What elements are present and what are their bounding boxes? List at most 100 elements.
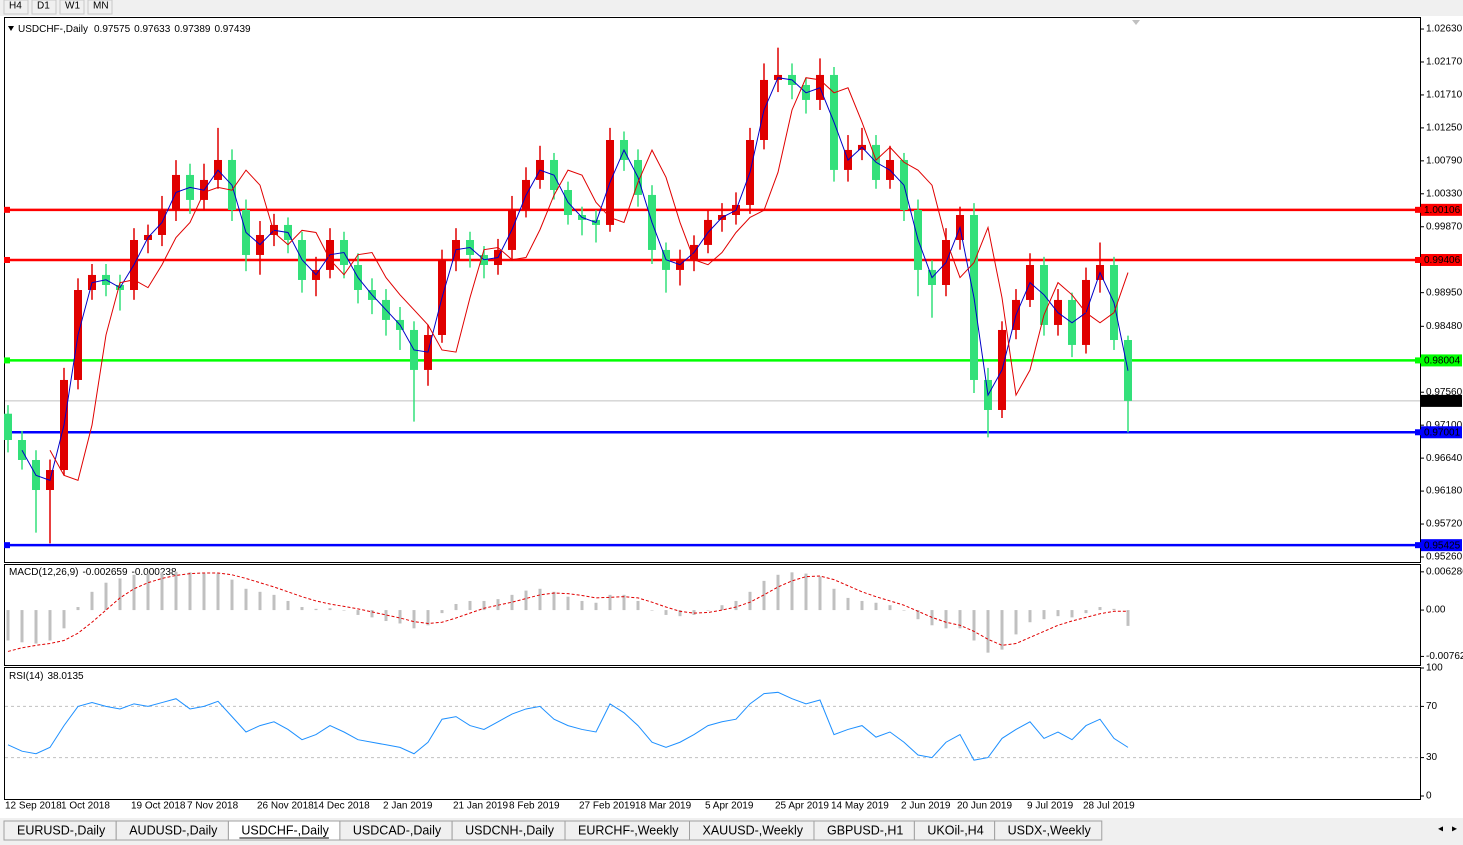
x-tick-label: 12 Sep 2018 <box>5 801 62 812</box>
macd-bar <box>1098 607 1102 611</box>
timeframe-label[interactable]: D1 <box>37 1 50 12</box>
y-tick-label: 0.97100 <box>1426 420 1463 431</box>
indicator-name: MACD(12,26,9) <box>9 567 78 578</box>
rsi-value: 38.0135 <box>47 671 84 682</box>
macd-bar <box>734 600 738 611</box>
timeframe-label[interactable]: H4 <box>9 1 22 12</box>
macd-bar <box>384 610 388 622</box>
macd-bar <box>272 594 276 611</box>
macd-bar <box>1042 610 1046 620</box>
macd-bar <box>986 610 990 653</box>
bar-close: 0.97439 <box>214 24 251 35</box>
macd-bar <box>1028 610 1032 623</box>
macd-bar <box>944 610 948 629</box>
y-tick-label: 0.98480 <box>1426 321 1463 332</box>
tab-label[interactable]: EURCHF-,Weekly <box>578 823 679 837</box>
level-handle[interactable] <box>4 206 10 213</box>
level-handle[interactable] <box>1415 256 1421 263</box>
macd-bar <box>6 610 10 641</box>
level-label: 0.98004 <box>1424 356 1461 367</box>
tab[interactable] <box>994 820 1103 841</box>
timeframe-label[interactable]: MN <box>93 1 109 12</box>
macd-bar <box>230 579 234 611</box>
shift-marker <box>1132 20 1140 25</box>
macd-bar <box>636 600 640 611</box>
macd-bar <box>174 571 178 611</box>
tab-scroll-left[interactable]: ◂ <box>1438 824 1443 835</box>
x-tick-label: 18 Mar 2019 <box>635 801 692 812</box>
tab-label[interactable]: EURUSD-,Daily <box>17 823 106 837</box>
timeframe-button[interactable] <box>3 0 29 15</box>
macd-bar <box>874 602 878 611</box>
macd-title: MACD(12,26,9) -0.002659 -0.000238 <box>9 567 177 578</box>
tab-label[interactable]: GBPUSD-,H1 <box>827 823 903 837</box>
timeframe-label[interactable]: W1 <box>65 1 80 12</box>
signal-line <box>7 572 1128 652</box>
macd-bar <box>720 605 724 611</box>
macd-bar <box>258 591 262 611</box>
macd-bar <box>426 610 430 626</box>
tab-label[interactable]: UKOil-,H4 <box>927 823 983 837</box>
tab-label[interactable]: USDCNH-,Daily <box>465 823 555 837</box>
tab-label[interactable]: AUDUSD-,Daily <box>129 823 218 837</box>
rsi-panel <box>4 667 1421 800</box>
tab-scroll-right[interactable]: ▸ <box>1452 824 1457 835</box>
macd-bar <box>454 603 458 611</box>
macd-bar <box>76 607 80 611</box>
tab-label[interactable]: USDX-,Weekly <box>1008 823 1092 837</box>
y-tick-label: 0 <box>1426 791 1432 802</box>
current-price-box <box>1421 394 1462 407</box>
y-tick-label: 30 <box>1426 752 1438 763</box>
macd-bar <box>888 605 892 611</box>
x-tick-label: 26 Nov 2018 <box>257 801 314 812</box>
level-label-box <box>1421 354 1462 367</box>
y-tick-label: 0.00 <box>1426 605 1446 616</box>
macd-bar <box>328 608 332 611</box>
x-tick-label: 19 Oct 2018 <box>131 801 186 812</box>
x-tick-label: 2 Jan 2019 <box>383 801 433 812</box>
tab-label[interactable]: XAUUSD-,Weekly <box>703 823 804 837</box>
level-handle[interactable] <box>1415 206 1421 213</box>
level-label-box <box>1421 539 1462 552</box>
macd-bar <box>104 582 108 611</box>
candle-body <box>18 440 26 460</box>
tab-label[interactable]: USDCAD-,Daily <box>353 823 442 837</box>
price-title: USDCHF-,Daily 0.97575 0.97633 0.97389 0.9743… <box>18 24 251 35</box>
level-handle[interactable] <box>4 542 10 549</box>
macd-bar <box>510 594 514 611</box>
macd-bar <box>412 610 416 629</box>
x-tick-label: 2 Jun 2019 <box>901 801 951 812</box>
x-tick-label: 7 Nov 2018 <box>187 801 239 812</box>
macd-bar <box>972 610 976 641</box>
macd-bar <box>1070 610 1074 618</box>
y-tick-label: 1.00330 <box>1426 188 1463 199</box>
x-tick-label: 9 Jul 2019 <box>1027 801 1074 812</box>
macd-bar <box>524 590 528 611</box>
macd-bar <box>538 588 542 611</box>
level-handle[interactable] <box>1415 429 1421 436</box>
macd-main: -0.002659 <box>82 567 127 578</box>
level-handle[interactable] <box>4 357 10 364</box>
y-tick-label: 0.99870 <box>1426 221 1463 232</box>
y-tick-label: 0.95720 <box>1426 519 1463 530</box>
macd-bar <box>146 573 150 611</box>
timeframe-button[interactable] <box>87 0 113 15</box>
macd-bar <box>1056 610 1060 617</box>
macd-bar <box>1014 610 1018 635</box>
macd-bar <box>622 594 626 611</box>
level-handle[interactable] <box>4 256 10 263</box>
level-handle[interactable] <box>1415 357 1421 364</box>
y-tick-label: 0.006286 <box>1426 566 1463 577</box>
level-handle[interactable] <box>1415 542 1421 549</box>
macd-bar <box>706 610 710 611</box>
timeframe-button[interactable] <box>59 0 85 15</box>
timeframe-button[interactable] <box>31 0 57 15</box>
macd-bar <box>300 607 304 611</box>
macd-bar <box>580 600 584 611</box>
macd-bar <box>440 610 444 614</box>
macd-bar <box>566 596 570 611</box>
macd-bar <box>678 610 682 617</box>
menu-arrow[interactable] <box>8 26 14 31</box>
tab-label[interactable]: USDCHF-,Daily <box>241 823 329 837</box>
